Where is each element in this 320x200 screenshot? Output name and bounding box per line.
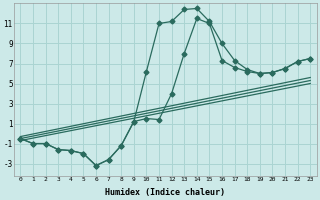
X-axis label: Humidex (Indice chaleur): Humidex (Indice chaleur) [105, 188, 225, 197]
